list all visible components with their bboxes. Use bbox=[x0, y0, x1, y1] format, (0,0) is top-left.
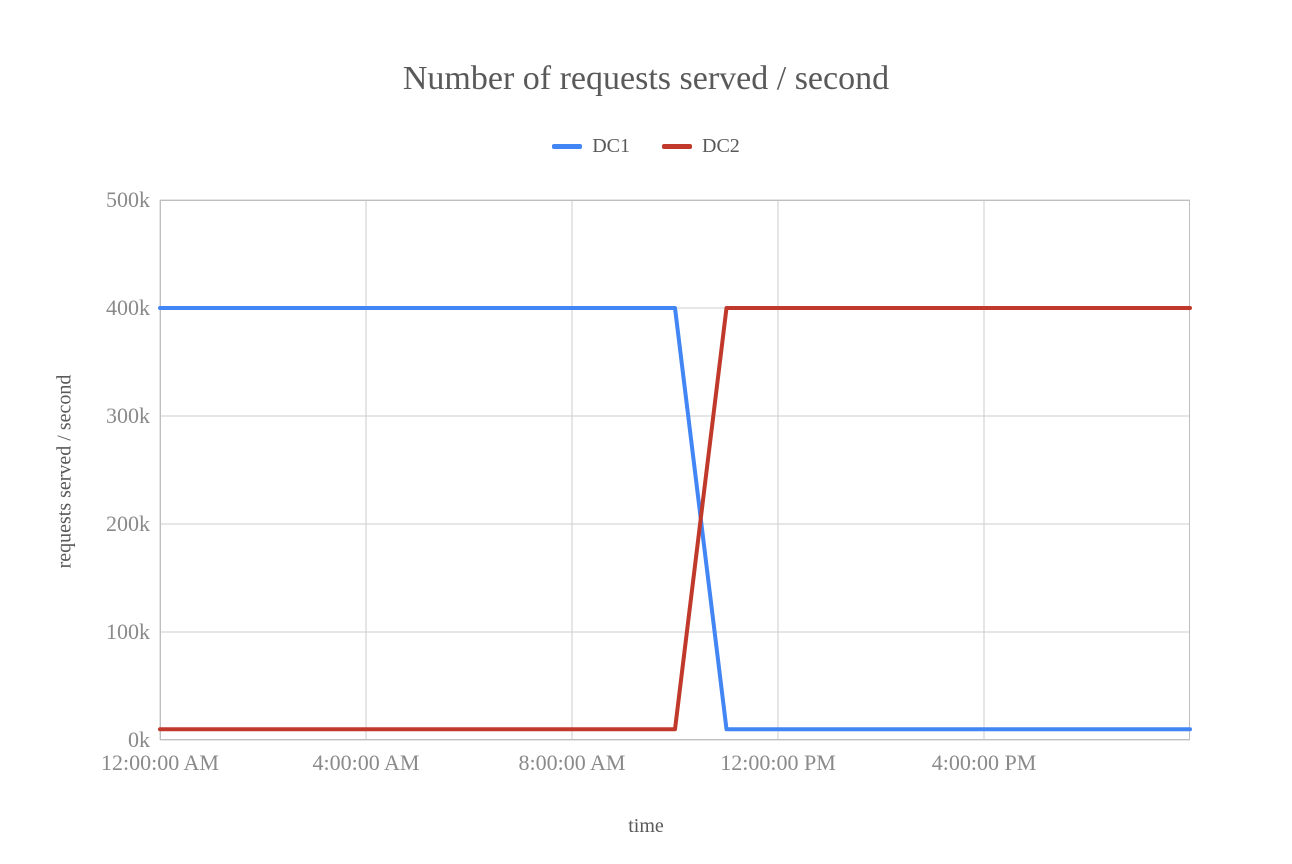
chart-legend: DC1 DC2 bbox=[0, 135, 1292, 158]
y-axis-label: requests served / second bbox=[54, 362, 77, 582]
y-tick-label: 300k bbox=[80, 403, 150, 429]
legend-label-dc2: DC2 bbox=[702, 135, 740, 158]
plot-svg bbox=[160, 200, 1190, 740]
legend-swatch-dc1 bbox=[552, 144, 582, 149]
legend-label-dc1: DC1 bbox=[592, 135, 630, 158]
y-tick-label: 100k bbox=[80, 619, 150, 645]
x-axis-label: time bbox=[0, 815, 1292, 838]
plot-border bbox=[161, 201, 1190, 740]
x-tick-label: 4:00:00 AM bbox=[313, 750, 420, 776]
series-line-dc1 bbox=[160, 308, 1190, 729]
x-tick-label: 12:00:00 PM bbox=[720, 750, 836, 776]
legend-swatch-dc2 bbox=[662, 144, 692, 149]
y-tick-label: 200k bbox=[80, 511, 150, 537]
y-tick-label: 500k bbox=[80, 187, 150, 213]
chart-container: Number of requests served / second DC1 D… bbox=[0, 0, 1292, 864]
x-tick-label: 4:00:00 PM bbox=[932, 750, 1037, 776]
series-line-dc2 bbox=[160, 308, 1190, 729]
chart-title: Number of requests served / second bbox=[0, 60, 1292, 98]
grid-group bbox=[160, 200, 1190, 740]
x-tick-label: 12:00:00 AM bbox=[101, 750, 219, 776]
legend-item-dc2: DC2 bbox=[662, 135, 740, 158]
x-tick-label: 8:00:00 AM bbox=[519, 750, 626, 776]
y-tick-label: 400k bbox=[80, 295, 150, 321]
plot-area bbox=[160, 200, 1190, 740]
legend-item-dc1: DC1 bbox=[552, 135, 630, 158]
